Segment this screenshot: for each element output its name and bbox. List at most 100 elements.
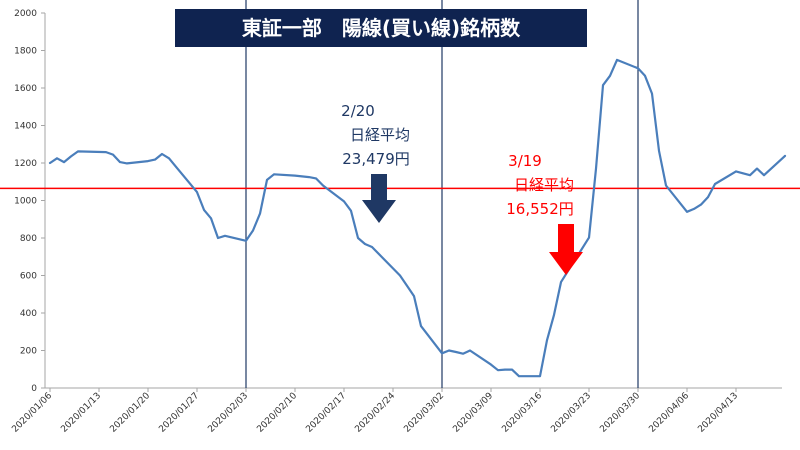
y-tick-label-800: 800 [20, 234, 37, 244]
data-point-2020-02-13 [315, 177, 317, 180]
data-point-2020-01-28 [203, 209, 205, 211]
annotation-2-20-index: 日経平均 [350, 126, 410, 144]
data-point-2020-01-15 [112, 153, 114, 156]
data-point-2020-03-18 [553, 314, 555, 316]
vertical-lines-layer [245, 0, 639, 388]
data-point-2020-04-09 [707, 196, 709, 199]
data-point-2020-03-27 [616, 59, 618, 61]
data-point-2020-04-07 [693, 208, 695, 210]
data-point-2020-03-31 [644, 74, 646, 77]
y-tick-label-1600: 1600 [14, 84, 37, 94]
data-point-2020-03-12 [511, 368, 513, 371]
y-tick-label-600: 600 [20, 272, 37, 282]
data-point-2020-01-21 [154, 158, 156, 161]
data-point-2020-01-07 [56, 157, 58, 160]
annotations-layer: 2/20 日経平均 23,479円 3/19 日経平均 16,552円 [341, 102, 583, 275]
data-point-2020-02-26 [406, 284, 408, 287]
data-point-2020-03-16 [539, 375, 541, 378]
data-point-2020-01-06 [49, 162, 51, 164]
data-point-2020-03-26 [609, 74, 611, 77]
data-point-2020-04-16 [756, 167, 758, 170]
data-point-2020-03-06 [469, 349, 471, 352]
data-point-2020-02-10 [294, 174, 296, 177]
data-point-2020-01-27 [196, 191, 198, 194]
data-point-2020-01-24 [175, 165, 177, 168]
data-point-2020-01-30 [217, 237, 219, 239]
annotation-3-19-arrow [549, 224, 583, 275]
data-point-2020-02-03 [245, 239, 247, 242]
data-point-2020-02-20 [364, 243, 366, 245]
y-tick-label-1400: 1400 [14, 122, 37, 132]
data-point-2020-03-10 [497, 369, 499, 372]
data-point-2020-01-14 [105, 151, 107, 154]
data-point-2020-02-25 [399, 274, 401, 277]
data-point-2020-02-14 [322, 184, 324, 187]
data-point-2020-03-04 [455, 351, 457, 353]
y-tick-label-0: 0 [31, 384, 37, 394]
data-point-2020-04-08 [700, 203, 702, 206]
data-point-2020-04-13 [735, 170, 737, 173]
annotation-3-19-value: 16,552円 [506, 200, 574, 218]
data-point-2020-02-21 [371, 246, 373, 248]
data-point-2020-02-28 [420, 325, 422, 327]
data-point-2020-02-27 [413, 295, 415, 297]
data-point-2020-01-17 [126, 162, 128, 165]
data-point-2020-04-06 [686, 210, 688, 213]
annotation-2-20-date: 2/20 [341, 102, 375, 120]
data-point-2020-01-31 [224, 234, 226, 237]
data-point-2020-02-17 [343, 200, 345, 203]
data-point-2020-02-05 [259, 212, 261, 215]
y-tick-label-1000: 1000 [14, 197, 37, 207]
data-point-2020-02-07 [273, 173, 275, 176]
data-point-2020-04-01 [651, 92, 653, 95]
data-point-2020-04-15 [749, 174, 751, 177]
data-point-2020-01-10 [77, 150, 79, 153]
data-point-2020-03-09 [490, 363, 492, 366]
data-point-2020-03-30 [637, 67, 639, 70]
chart-title-background [175, 9, 587, 47]
annotation-2-20-value: 23,479円 [342, 150, 410, 168]
data-point-2020-04-17 [763, 174, 765, 177]
annotation-3-19: 3/19 日経平均 16,552円 [506, 152, 583, 275]
data-point-2020-02-12 [308, 176, 310, 179]
data-point-2020-03-02 [441, 352, 443, 355]
data-point-2020-04-14 [742, 172, 744, 175]
annotation-2-20: 2/20 日経平均 23,479円 [341, 102, 410, 223]
data-point-2020-01-08 [63, 161, 65, 164]
annotation-2-20-arrow [362, 174, 396, 223]
data-point-2020-03-23 [588, 236, 590, 239]
data-point-2020-03-25 [602, 84, 604, 87]
data-point-2020-03-05 [462, 352, 464, 355]
chart-title: 東証一部 陽線(買い線)銘柄数 [242, 16, 521, 40]
data-point-2020-01-29 [210, 217, 212, 220]
series-line-0 [48, 58, 787, 378]
data-point-2020-02-19 [357, 237, 359, 239]
data-point-2020-03-13 [518, 375, 520, 378]
data-point-2020-02-06 [266, 179, 268, 181]
data-point-2020-03-11 [504, 368, 506, 371]
data-point-2020-01-16 [119, 161, 121, 164]
annotation-3-19-index: 日経平均 [514, 176, 574, 194]
y-tick-label-200: 200 [20, 347, 37, 357]
data-point-2020-03-24 [595, 167, 597, 170]
data-point-2020-02-18 [350, 209, 352, 212]
data-point-2020-04-02 [658, 149, 660, 152]
data-point-2020-04-03 [665, 184, 667, 187]
data-point-2020-03-19 [560, 281, 562, 283]
y-tick-label-400: 400 [20, 309, 37, 319]
y-tick-label-1800: 1800 [14, 47, 37, 57]
data-point-2020-01-23 [168, 157, 170, 160]
data-point-2020-01-22 [161, 153, 163, 155]
data-point-2020-01-09 [70, 155, 72, 158]
y-tick-label-2000: 2000 [14, 9, 37, 19]
data-point-2020-02-04 [252, 229, 254, 232]
series-layer [48, 58, 787, 378]
title-layer: 東証一部 陽線(買い線)銘柄数 [175, 9, 587, 47]
data-point-2020-04-20 [784, 155, 786, 157]
data-point-2020-03-17 [546, 339, 548, 342]
y-tick-label-1200: 1200 [14, 159, 37, 169]
data-point-2020-01-20 [147, 160, 149, 163]
